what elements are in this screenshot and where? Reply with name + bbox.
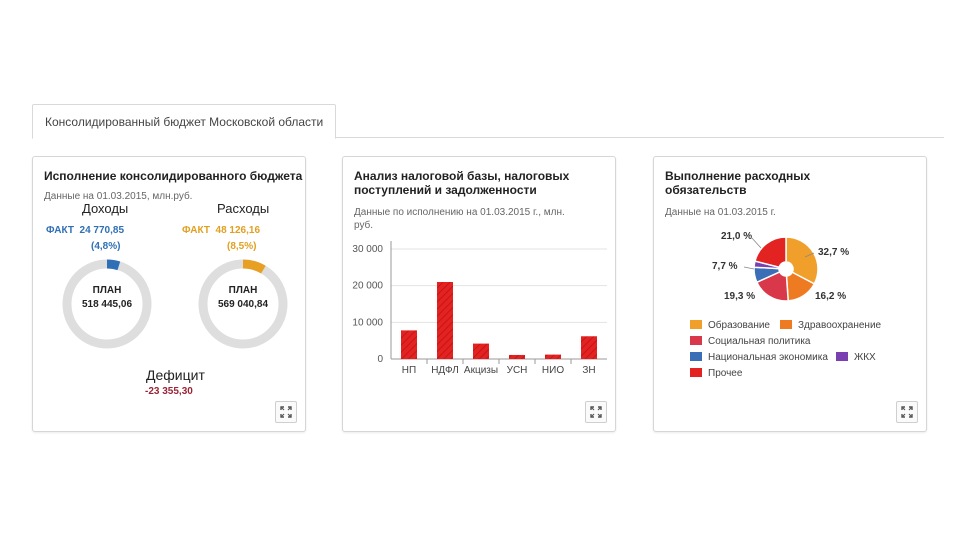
y-tick-label: 30 000	[352, 244, 383, 255]
pie-label-education: 32,7 %	[818, 247, 850, 258]
x-tick-label: ЗН	[582, 365, 595, 376]
legend-health: Здравоохранение	[780, 320, 881, 331]
y-tick-label: 10 000	[352, 317, 383, 328]
bar-2	[473, 343, 489, 359]
income-donut-fill	[62, 259, 152, 349]
pie-slice-0	[785, 236, 819, 285]
pie-slice-5	[754, 236, 787, 269]
tax-analysis-card: Анализ налоговой базы, налоговых поступл…	[342, 156, 616, 432]
x-tick-label: НДФЛ	[431, 365, 459, 376]
pie-label-health: 16,2 %	[815, 291, 847, 302]
x-tick-label: УСН	[507, 365, 528, 376]
tax-bar-chart: 0 10 000 20 000 30 000 НП НДФЛ Акцизы УСН НИО ЗН	[352, 241, 607, 376]
income-fact: ФАКТ 24 770,85	[46, 225, 125, 236]
legend-economy: Национальная экономика	[690, 352, 828, 363]
income-percent: (4,8%)	[91, 241, 121, 252]
legend-housing: ЖКХ	[836, 352, 876, 363]
deficit-value: -23 355,30	[145, 386, 193, 397]
expense-plan: ПЛАН 569 040,84	[217, 285, 269, 310]
expand-button[interactable]	[275, 401, 297, 423]
bar-1	[437, 282, 453, 359]
card-title: Исполнение консолидированного бюджета	[44, 169, 303, 183]
expenditure-obligations-card: Выполнение расходных обязательств Данные…	[653, 156, 927, 432]
card-subtitle: Данные на 01.03.2015 г.	[665, 207, 776, 218]
tab-consolidated-budget[interactable]: Консолидированный бюджет Московской обла…	[32, 104, 337, 139]
legend-education: Образование	[690, 320, 770, 331]
expense-donut-fill	[198, 259, 288, 349]
expand-button[interactable]	[896, 401, 918, 423]
expenditure-pie-chart	[753, 236, 819, 302]
pie-label-other: 21,0 %	[721, 231, 753, 242]
income-heading: Доходы	[82, 201, 129, 216]
budget-execution-card: Исполнение консолидированного бюджета Да…	[32, 156, 306, 432]
expand-icon	[280, 406, 292, 418]
expand-button[interactable]	[585, 401, 607, 423]
deficit-label: Дефицит	[146, 367, 205, 383]
bar-0	[401, 330, 417, 359]
y-tick-label: 20 000	[352, 281, 383, 292]
card-title: Выполнение расходных обязательств	[665, 169, 811, 197]
x-tick-label: НП	[402, 365, 416, 376]
legend-social: Социальная политика	[690, 336, 810, 347]
tab-bar: Консолидированный бюджет Московской обла…	[32, 104, 944, 139]
legend-other: Прочее	[690, 368, 742, 379]
bar-5	[581, 336, 597, 359]
expand-icon	[901, 406, 913, 418]
card-subtitle: Данные по исполнению на 01.03.2015 г., м…	[354, 207, 565, 231]
income-donut	[62, 259, 152, 349]
expense-donut	[198, 259, 288, 349]
pie-label-social: 19,3 %	[724, 291, 756, 302]
income-plan: ПЛАН 518 445,06	[81, 285, 133, 310]
pie-label-economy: 7,7 %	[712, 261, 738, 272]
expand-icon	[590, 406, 602, 418]
pie-label-leaders	[743, 236, 815, 270]
bar-4	[545, 354, 561, 359]
card-title: Анализ налоговой базы, налоговых поступл…	[354, 169, 570, 197]
expense-heading: Расходы	[217, 201, 270, 216]
expense-percent: (8,5%)	[227, 241, 257, 252]
expense-fact: ФАКТ 48 126,16	[182, 225, 261, 236]
card-subtitle: Данные на 01.03.2015, млн.руб.	[44, 191, 193, 202]
x-tick-label: Акцизы	[464, 365, 498, 376]
x-tick-label: НИО	[542, 365, 564, 376]
y-tick-label: 0	[377, 354, 383, 365]
bar-3	[509, 354, 525, 359]
